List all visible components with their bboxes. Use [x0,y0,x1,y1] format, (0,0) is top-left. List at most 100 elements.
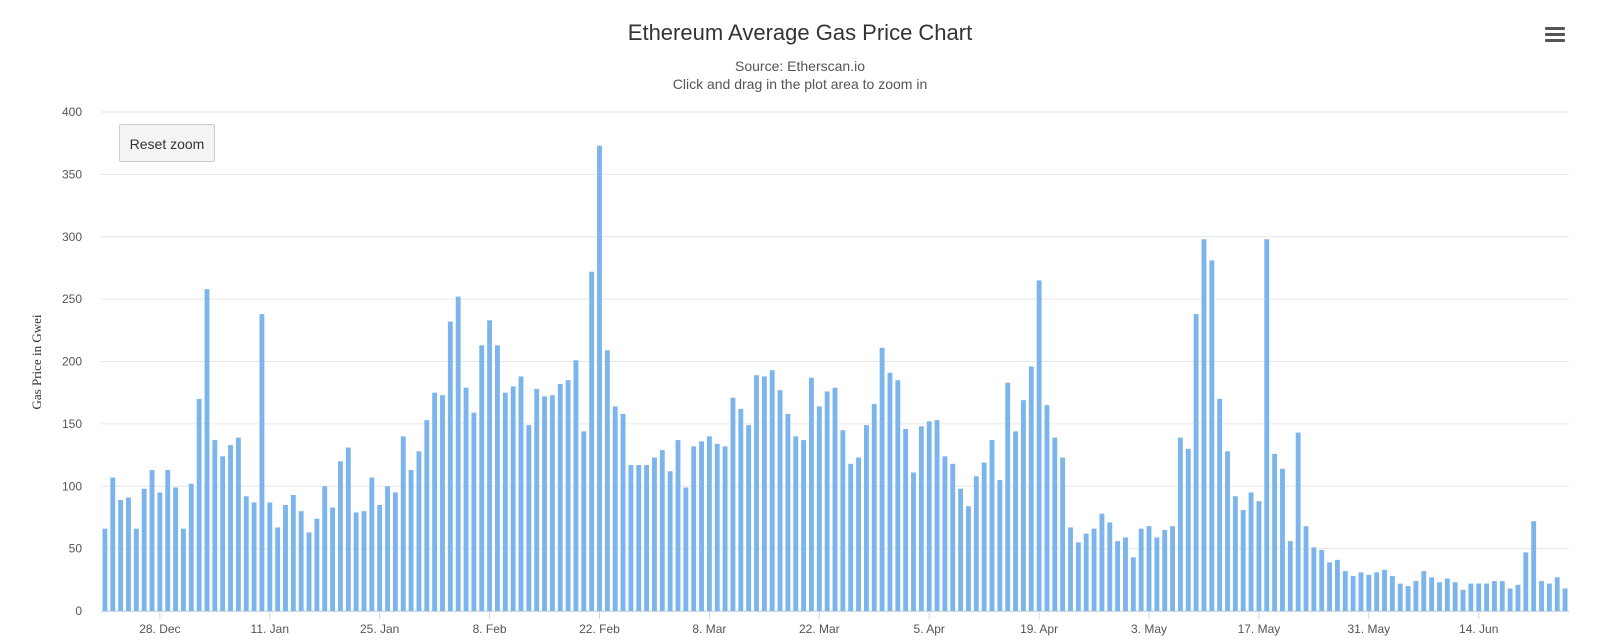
bar[interactable] [824,391,830,611]
bar[interactable] [628,465,634,611]
bar[interactable] [1295,432,1301,611]
bar[interactable] [369,477,375,611]
bar[interactable] [887,372,893,611]
bar[interactable] [1421,571,1427,611]
bar[interactable] [738,408,744,611]
bar[interactable] [636,465,642,611]
bar[interactable] [408,470,414,611]
bar[interactable] [1162,529,1168,611]
bar[interactable] [1280,468,1285,611]
bar[interactable] [275,527,281,611]
bar[interactable] [212,440,218,611]
bar[interactable] [1232,496,1238,611]
bar[interactable] [1437,582,1442,611]
bar[interactable] [1397,583,1403,611]
bar[interactable] [942,456,948,611]
bar[interactable] [235,437,241,611]
bar[interactable] [1107,522,1113,611]
bar[interactable] [471,412,477,611]
bar[interactable] [267,502,273,611]
bar[interactable] [1499,581,1505,611]
bar[interactable] [416,451,422,611]
bar[interactable] [604,350,610,611]
bar[interactable] [400,436,406,611]
bar[interactable] [1020,400,1026,611]
bar[interactable] [1170,526,1175,611]
bar[interactable] [652,457,657,611]
bar[interactable] [958,488,964,611]
bar[interactable] [667,471,673,611]
bar[interactable] [102,528,108,611]
bar[interactable] [526,425,532,611]
bar[interactable] [1562,588,1568,611]
bar[interactable] [565,380,571,611]
bar[interactable] [1311,547,1317,611]
bar[interactable] [141,488,147,611]
bar[interactable] [581,431,587,611]
bar[interactable] [338,461,343,611]
bar[interactable] [597,145,602,611]
bar[interactable] [1413,581,1419,611]
bar[interactable] [714,443,720,611]
bar[interactable] [1225,451,1230,611]
bar[interactable] [1358,572,1364,611]
bar[interactable] [612,406,618,611]
bar[interactable] [1405,586,1411,611]
bar[interactable] [1217,398,1223,611]
bar[interactable] [950,463,956,611]
bar[interactable] [840,430,846,611]
bar[interactable] [1201,239,1207,611]
bar[interactable] [1460,589,1466,611]
bar[interactable] [785,413,791,611]
bar[interactable] [1209,260,1215,611]
bar[interactable] [856,457,861,611]
bar[interactable] [973,476,979,611]
bar[interactable] [699,441,704,611]
bar[interactable] [1256,501,1262,611]
bar[interactable] [1177,437,1183,611]
bar[interactable] [793,436,799,611]
chart-context-menu-button[interactable] [1542,24,1568,48]
bar[interactable] [1248,492,1254,611]
bar[interactable] [683,487,689,612]
bar[interactable] [1539,581,1544,611]
bar[interactable] [1272,453,1278,611]
bar[interactable] [510,386,516,611]
bar[interactable] [118,499,124,611]
bar[interactable] [816,406,822,611]
bar[interactable] [314,518,320,611]
bar[interactable] [290,494,296,611]
bar[interactable] [1554,577,1560,611]
bar[interactable] [1287,541,1293,611]
bar[interactable] [502,392,508,611]
bar[interactable] [1154,537,1160,611]
bar[interactable] [353,512,359,611]
bar[interactable] [769,370,775,611]
bar[interactable] [1044,405,1050,611]
bar[interactable] [1036,280,1042,611]
bar[interactable] [495,345,500,611]
bar[interactable] [1366,574,1372,611]
bar[interactable] [518,376,524,611]
bar[interactable] [1382,569,1387,611]
bar[interactable] [761,376,767,611]
bar[interactable] [722,446,728,611]
bar[interactable] [675,440,681,611]
bar[interactable] [754,375,759,611]
bar[interactable] [251,502,257,611]
bar[interactable] [487,320,493,611]
bar[interactable] [918,426,924,611]
bar[interactable] [801,440,807,611]
bar[interactable] [479,345,485,611]
bar[interactable] [228,445,233,611]
bar[interactable] [243,496,249,611]
bar[interactable] [455,296,461,611]
bar[interactable] [934,420,940,611]
bar[interactable] [1334,559,1340,611]
bar[interactable] [173,487,179,612]
bar[interactable] [620,413,626,611]
bar[interactable] [1468,583,1474,611]
bar[interactable] [1138,528,1144,611]
bar[interactable] [1240,509,1246,611]
bar[interactable] [1476,583,1482,611]
